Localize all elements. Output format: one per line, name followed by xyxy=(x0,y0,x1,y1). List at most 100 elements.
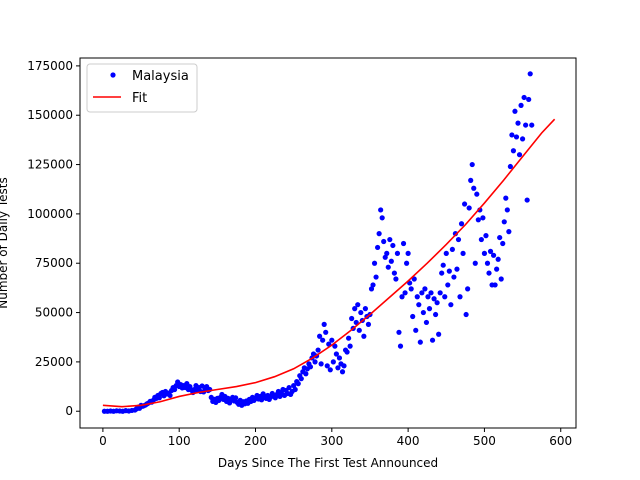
data-point-200 xyxy=(422,286,428,292)
data-point-247 xyxy=(494,266,500,272)
y-tick-label: 175000 xyxy=(27,59,73,73)
x-tick-label: 100 xyxy=(168,434,191,448)
data-point-254 xyxy=(504,207,510,213)
data-point-255 xyxy=(506,229,512,235)
data-point-111 xyxy=(286,384,292,391)
data-point-189 xyxy=(405,250,411,256)
data-point-239 xyxy=(481,250,488,256)
data-point-180 xyxy=(391,270,397,276)
data-point-212 xyxy=(440,262,446,268)
data-point-226 xyxy=(461,201,468,207)
data-point-251 xyxy=(500,240,506,247)
data-point-206 xyxy=(431,296,437,302)
data-point-237 xyxy=(478,236,484,243)
y-tick-label: 25000 xyxy=(35,355,73,369)
data-point-208 xyxy=(434,300,440,306)
data-point-215 xyxy=(445,282,451,288)
data-point-186 xyxy=(400,240,407,247)
data-point-150 xyxy=(346,335,352,341)
data-point-142 xyxy=(333,351,339,357)
data-point-204 xyxy=(428,290,434,296)
data-point-231 xyxy=(469,161,475,168)
data-point-26 xyxy=(156,395,162,401)
data-point-233 xyxy=(472,260,478,266)
data-point-198 xyxy=(419,290,425,296)
data-point-135 xyxy=(323,329,329,335)
data-point-33 xyxy=(167,392,173,399)
data-point-220 xyxy=(452,231,459,237)
x-tick-label: 200 xyxy=(244,434,267,448)
data-point-143 xyxy=(335,365,341,371)
data-point-205 xyxy=(429,337,436,343)
data-point-169 xyxy=(375,244,381,251)
data-point-268 xyxy=(526,96,532,103)
data-point-161 xyxy=(362,306,368,312)
data-point-115 xyxy=(292,386,298,393)
data-point-155 xyxy=(353,319,359,326)
data-point-128 xyxy=(312,359,318,365)
data-point-114 xyxy=(291,382,297,389)
data-point-134 xyxy=(321,321,327,327)
y-tick-label: 100000 xyxy=(27,207,73,221)
data-point-193 xyxy=(411,276,417,282)
data-point-207 xyxy=(432,311,439,318)
data-point-173 xyxy=(381,238,387,245)
x-tick-label: 300 xyxy=(320,434,343,448)
data-point-249 xyxy=(497,234,503,241)
data-point-168 xyxy=(373,274,379,280)
data-point-130 xyxy=(315,347,321,353)
data-point-261 xyxy=(515,120,521,126)
data-point-229 xyxy=(466,205,472,211)
data-point-213 xyxy=(442,294,448,300)
data-point-179 xyxy=(390,242,396,249)
data-point-182 xyxy=(394,250,401,256)
data-point-138 xyxy=(327,367,333,373)
data-point-196 xyxy=(416,302,422,308)
data-point-256 xyxy=(507,163,513,170)
y-tick-label: 125000 xyxy=(27,158,73,172)
data-point-139 xyxy=(329,337,335,343)
legend-marker-malaysia xyxy=(110,72,116,78)
data-point-252 xyxy=(501,219,507,225)
data-point-194 xyxy=(413,327,419,333)
data-point-133 xyxy=(320,337,326,343)
legend: Malaysia Fit xyxy=(86,63,198,113)
legend-label-malaysia: Malaysia xyxy=(132,69,189,84)
data-point-214 xyxy=(443,250,449,256)
data-point-269 xyxy=(527,71,533,77)
data-point-131 xyxy=(317,333,323,339)
data-point-125 xyxy=(307,364,314,370)
data-point-191 xyxy=(408,286,414,292)
data-point-211 xyxy=(439,270,445,276)
data-point-260 xyxy=(513,134,520,140)
data-point-183 xyxy=(396,329,402,335)
data-point-232 xyxy=(471,185,477,191)
y-tick-label: 0 xyxy=(65,404,73,418)
data-point-250 xyxy=(498,276,504,282)
data-point-157 xyxy=(356,327,362,333)
data-point-210 xyxy=(437,290,443,296)
fit-line-layer xyxy=(102,118,556,408)
data-point-209 xyxy=(436,331,442,337)
data-point-227 xyxy=(463,311,469,318)
data-point-117 xyxy=(295,381,301,387)
data-point-245 xyxy=(490,252,497,258)
data-point-218 xyxy=(449,246,455,253)
data-point-203 xyxy=(426,306,433,312)
data-point-158 xyxy=(358,309,364,316)
data-point-160 xyxy=(361,333,367,339)
y-axis-label: Number of Daily Tests xyxy=(0,177,10,308)
data-point-166 xyxy=(370,282,376,288)
legend-label-fit: Fit xyxy=(132,91,147,106)
data-point-181 xyxy=(393,276,399,282)
data-point-188 xyxy=(404,260,410,266)
scatter-points xyxy=(101,71,535,414)
data-point-257 xyxy=(509,132,515,138)
data-point-243 xyxy=(487,248,494,254)
data-point-192 xyxy=(410,313,416,320)
data-point-170 xyxy=(376,231,382,237)
data-point-246 xyxy=(492,282,498,288)
data-point-234 xyxy=(474,191,480,197)
data-point-228 xyxy=(465,286,471,292)
data-point-238 xyxy=(480,215,486,221)
